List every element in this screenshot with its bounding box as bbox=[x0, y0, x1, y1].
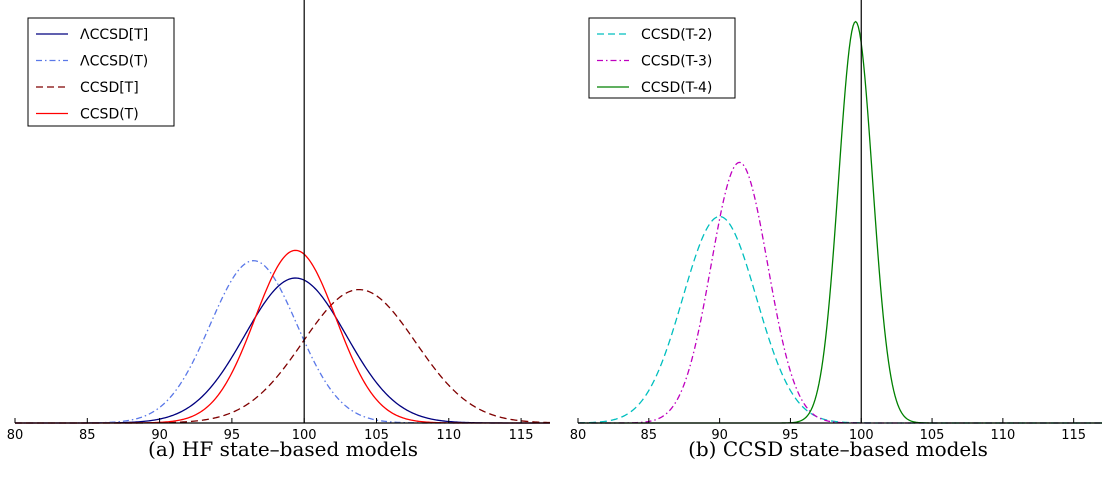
legend: ΛCCSD[T] ΛCCSD(T) CCSD[T] CCSD(T) bbox=[27, 17, 175, 127]
series-line-1 bbox=[577, 215, 1102, 424]
x-tick-label: 95 bbox=[224, 428, 241, 443]
x-tick-label: 95 bbox=[782, 428, 799, 443]
panel-b: (b) CCSD state–based models 80 85 90 95 100 1… bbox=[570, 0, 1102, 461]
series-line-1 bbox=[15, 277, 550, 424]
caption-a: (a) HF state–based models bbox=[148, 437, 418, 461]
x-tick-label: 115 bbox=[1061, 428, 1086, 443]
legend-box bbox=[588, 17, 736, 99]
x-tick-label: 90 bbox=[151, 428, 168, 443]
x-tick-label: 105 bbox=[364, 428, 389, 443]
legend-entry-label: ΛCCSD(T) bbox=[80, 54, 148, 70]
x-tick-label: 100 bbox=[292, 428, 317, 443]
legend-entry-label: ΛCCSD[T] bbox=[80, 27, 148, 43]
x-tick-label: 110 bbox=[990, 428, 1015, 443]
series-line-2 bbox=[15, 260, 550, 424]
panel-a: (a) HF state–based models 80 85 90 95 100 105… bbox=[7, 0, 551, 461]
legend-box bbox=[27, 17, 175, 127]
x-tick-label: 110 bbox=[436, 428, 461, 443]
x-tick-label: 115 bbox=[509, 428, 534, 443]
legend-entry-label: CCSD(T-2) bbox=[641, 27, 712, 43]
legend-entry-label: CCSD(T-3) bbox=[641, 54, 712, 70]
legend-entry-label: CCSD(T) bbox=[80, 107, 139, 123]
legend-entry-label: CCSD[T] bbox=[80, 80, 139, 96]
series-line-2 bbox=[578, 161, 1102, 424]
legend: CCSD(T-2) CCSD(T-3) CCSD(T-4) bbox=[588, 17, 736, 99]
x-tick-label: 85 bbox=[641, 428, 658, 443]
x-tick-label: 90 bbox=[711, 428, 728, 443]
x-tick-label: 85 bbox=[79, 428, 96, 443]
x-tick-label: 80 bbox=[7, 428, 24, 443]
x-tick-label: 80 bbox=[570, 428, 587, 443]
series-line-3 bbox=[15, 288, 551, 424]
caption-b: (b) CCSD state–based models bbox=[688, 437, 988, 461]
x-tick-label: 100 bbox=[849, 428, 874, 443]
series-line-4 bbox=[15, 249, 550, 424]
legend-entry-label: CCSD(T-4) bbox=[641, 80, 712, 96]
x-tick-label: 105 bbox=[920, 428, 945, 443]
